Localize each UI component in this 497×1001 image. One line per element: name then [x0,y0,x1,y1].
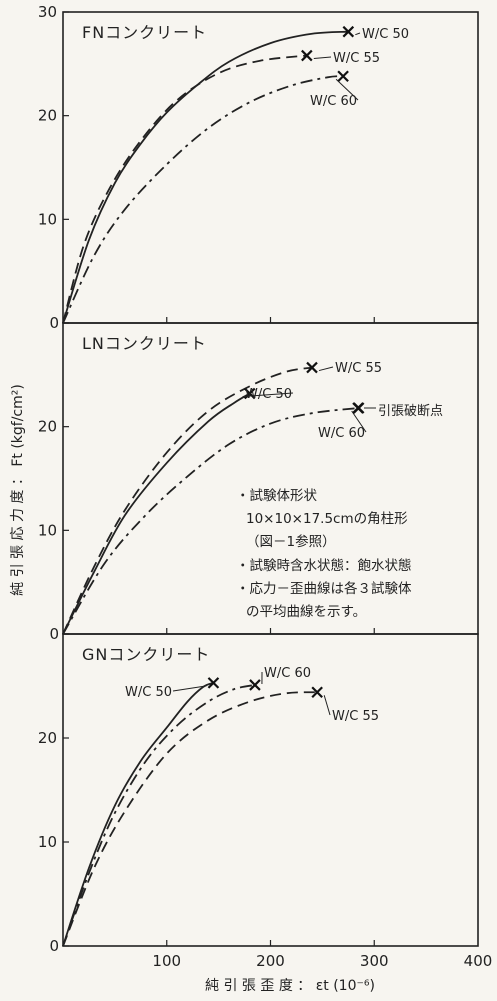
series-line [62,392,251,635]
label-group: FNコンクリート W/C 50 W/C 55 W/C 60 LNコンクリート W/C 55… [82,23,409,724]
chart-frames [62,11,479,947]
series-leader [323,695,331,716]
notes-block: ・試験体形状 10×10×17.5cmの角柱形 （図－1参照） ・試験時含水状態… [236,488,412,620]
series-line [62,54,307,324]
note-line: （図－1参照） [246,533,336,550]
series-line [62,682,214,947]
y-tick-label: 20 [38,107,57,125]
series-leader [318,366,334,372]
series-leader [335,78,359,101]
break-point-marker [337,70,349,83]
x-axis-title: 純 引 張 歪 度 ： εt (10⁻⁶) [205,978,375,994]
panel-title: LNコンクリート [82,334,207,353]
series-group [62,25,365,947]
panel-title: GNコンクリート [82,645,210,664]
series-label: W/C 50 [362,27,409,42]
series-label: W/C 55 [333,51,380,66]
break-point-marker [301,49,313,62]
series-line [62,30,349,324]
break-point-marker [306,361,318,374]
break-point-marker [311,686,323,699]
break-point-legend-marker [352,402,364,414]
panel-title: FNコンクリート [82,23,207,42]
note-line: ・試験時含水状態：飽水状態 [236,558,412,574]
y-tick-label: 30 [38,3,57,21]
series-line [62,691,318,947]
y-tick-label: 10 [38,210,57,228]
series-label: W/C 55 [332,709,379,724]
series-line [62,684,256,947]
series-label: W/C 60 [318,426,365,441]
series-leader [351,410,367,433]
x-tick-label: 300 [360,952,389,970]
break-point-annotation: 引張破断点 [378,404,443,419]
y-axis-title: 純 引 張 応 力 度 ： Ft (kgf/cm²) [10,384,26,596]
y-tick-label: 20 [38,418,57,436]
break-point-marker [249,679,261,691]
x-tick-label: 100 [152,952,181,970]
series-leader [242,392,294,397]
break-point-marker [207,677,220,689]
series-label: W/C 50 [125,685,172,700]
series-label: W/C 60 [264,666,311,681]
y-tick-label: 10 [38,521,57,539]
y-tick-label: 20 [38,729,57,747]
y-tick-label-zero: 0 [49,625,59,643]
series-label: W/C 55 [335,361,382,376]
series-line [62,75,344,324]
series-line [62,366,313,635]
series-label: W/C 60 [310,94,357,109]
series-leader [172,685,207,692]
break-point-marker [243,387,256,400]
series-line [62,407,359,635]
y-tick-label-zero: 0 [49,937,59,955]
note-line: ・試験体形状 [236,488,317,504]
note-line: 10×10×17.5cmの角柱形 [246,511,408,527]
series-leader [355,32,361,36]
y-tick-label-zero: 0 [49,314,59,332]
note-line: の平均曲線を示す。 [246,604,366,620]
break-point-marker [342,25,355,38]
series-leader [313,56,332,60]
note-line: ・応力－歪曲線は各３試験体 [236,581,412,597]
x-tick-label: 200 [256,952,285,970]
y-tick-label: 10 [38,833,57,851]
x-tick-label: 400 [464,952,493,970]
